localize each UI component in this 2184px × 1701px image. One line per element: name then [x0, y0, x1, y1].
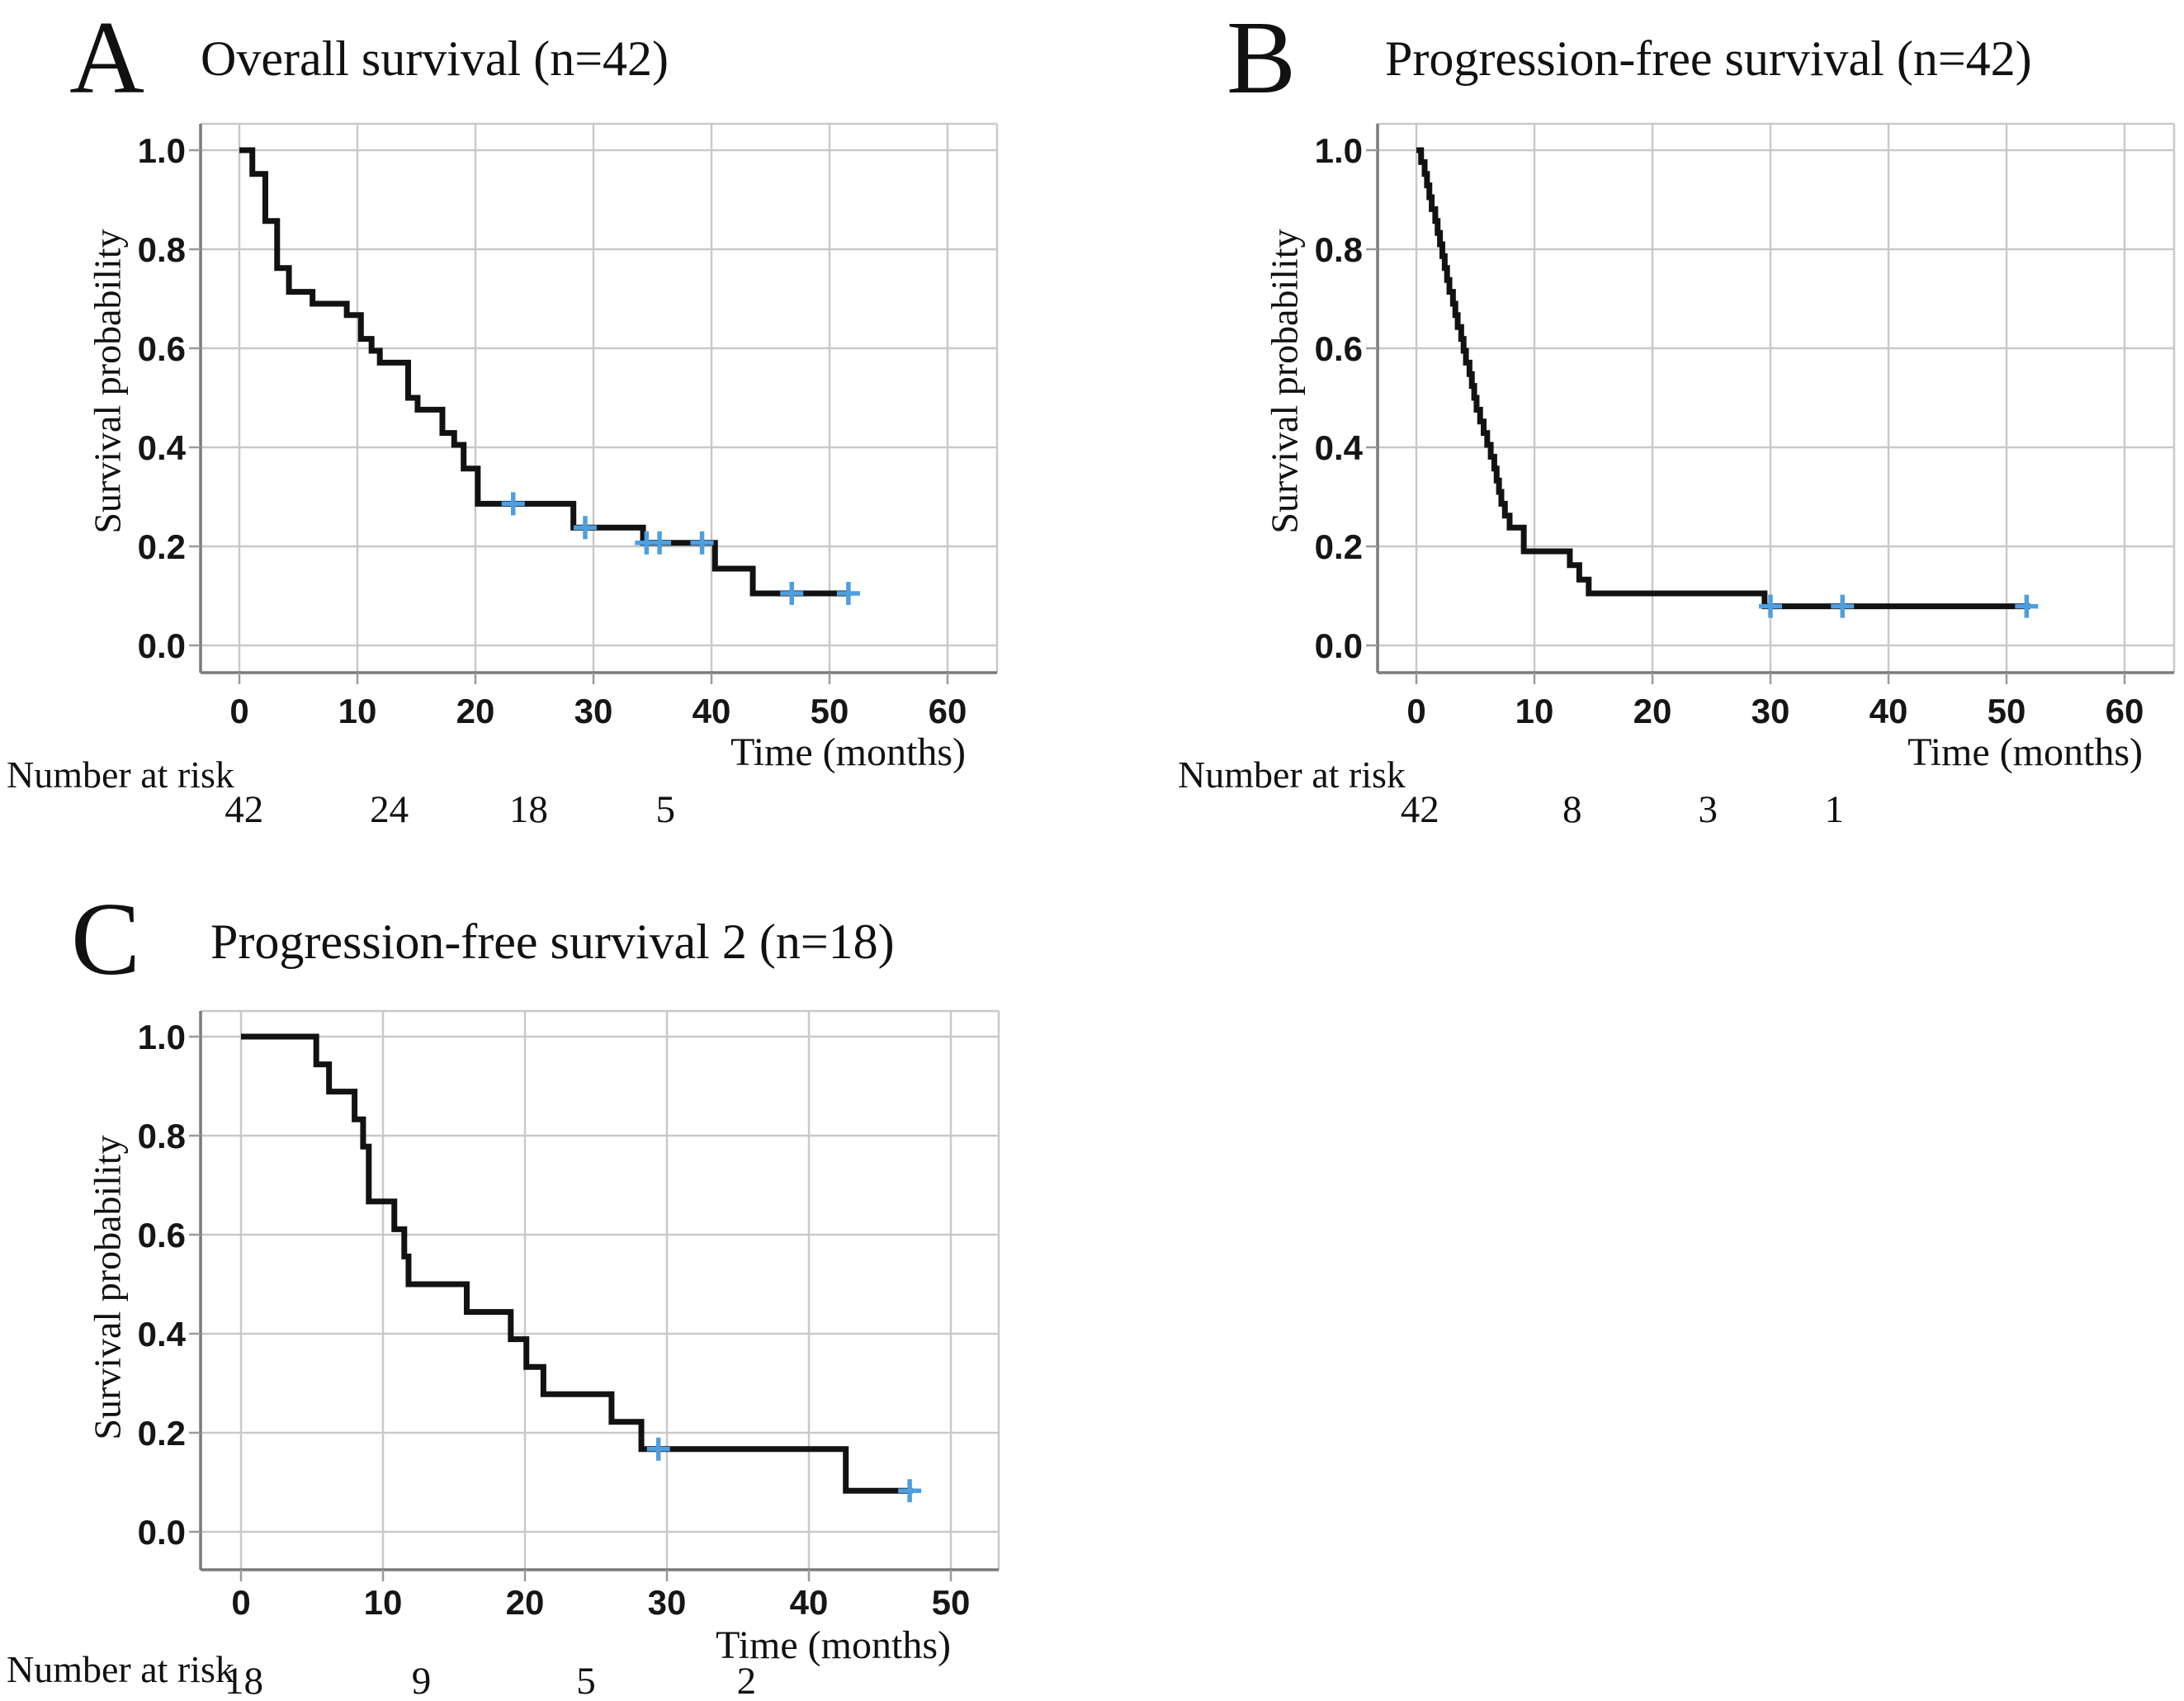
panel-b-x-tick-label: 10: [1515, 692, 1554, 730]
panel-b-y-tick-label: 1.0: [1315, 131, 1363, 170]
panel-c-risk-count: 2: [737, 1660, 757, 1701]
panel-c-risk-count: 9: [412, 1660, 432, 1701]
panel-a-risk-count: 5: [655, 788, 675, 831]
panel-a-risk-count: 18: [509, 788, 548, 831]
panel-a-y-tick-label: 0.6: [138, 329, 186, 368]
panel-a-y-tick-label: 1.0: [138, 131, 186, 170]
panel-c-x-tick-label: 40: [790, 1583, 829, 1622]
panel-b-y-tick-label: 0.0: [1315, 626, 1363, 665]
panel-a-y-axis-title: Survival probability: [86, 229, 129, 534]
panel-b-y-tick-label: 0.6: [1315, 329, 1363, 368]
panel-a-x-tick-label: 40: [693, 692, 731, 730]
panel-a-title: Overall survival (n=42): [201, 31, 669, 86]
panel-b-risk-count: 3: [1698, 788, 1718, 831]
panel-b-x-tick-label: 30: [1751, 692, 1790, 730]
panel-b-risk-count: 1: [1824, 788, 1844, 831]
panel-a-x-tick-label: 0: [229, 692, 248, 730]
panel-c-risk-count: 5: [576, 1660, 596, 1701]
panel-a-survival-curve: [239, 147, 851, 597]
panel-a-risk-count: 42: [225, 788, 263, 831]
panel-b-x-axis-title: Time (months): [1907, 730, 2143, 774]
panel-a-risk-count: 24: [370, 788, 409, 831]
panel-c-title: Progression-free survival 2 (n=18): [210, 914, 895, 969]
panel-a-number-at-risk-label: Number at risk: [7, 754, 234, 796]
panel-a-y-tick-label: 0.2: [138, 527, 186, 566]
panel-c-y-tick-label: 0.6: [138, 1216, 186, 1254]
panel-a-letter: A: [69, 1, 144, 116]
panel-c-x-tick-label: 30: [648, 1583, 687, 1622]
panel-b-x-tick-label: 50: [1988, 692, 2026, 730]
panel-c-survival-curve: [241, 1033, 913, 1494]
panel-b-y-tick-label: 0.8: [1315, 230, 1363, 269]
panel-c-x-tick-label: 0: [231, 1583, 250, 1622]
panel-a-y-tick-label: 0.0: [138, 626, 186, 665]
panel-c-y-tick-label: 0.4: [138, 1315, 187, 1354]
panel-c-x-tick-label: 10: [364, 1583, 403, 1622]
panel-c-y-tick-label: 0.0: [138, 1513, 186, 1552]
panel-b-x-tick-label: 0: [1406, 692, 1425, 730]
panel-a-x-tick-label: 10: [338, 692, 377, 730]
panel-c-y-tick-label: 1.0: [138, 1018, 186, 1056]
panel-b-y-tick-label: 0.4: [1315, 428, 1364, 467]
panel-b-y-axis-title: Survival probability: [1263, 229, 1306, 534]
panel-c-x-axis-title: Time (months): [716, 1623, 951, 1667]
panel-b-x-tick-label: 20: [1633, 692, 1672, 730]
panel-a-y-tick-label: 0.4: [138, 428, 187, 467]
panel-c-number-at-risk-label: Number at risk: [7, 1648, 234, 1690]
panel-c-risk-count: 18: [225, 1660, 263, 1701]
panel-b-x-tick-label: 40: [1870, 692, 1908, 730]
panel-c-x-tick-label: 20: [506, 1583, 545, 1622]
panel-a-y-tick-label: 0.8: [138, 230, 186, 269]
panel-b-y-tick-label: 0.2: [1315, 527, 1363, 566]
panel-b-letter: B: [1227, 1, 1297, 116]
panel-b-title: Progression-free survival (n=42): [1385, 31, 2032, 86]
panel-b-x-tick-label: 60: [2106, 692, 2144, 730]
panel-b-number-at-risk-label: Number at risk: [1178, 754, 1406, 796]
panel-c-y-tick-label: 0.8: [138, 1117, 186, 1155]
panel-a-x-axis-title: Time (months): [730, 730, 966, 774]
panel-a-x-tick-label: 30: [574, 692, 613, 730]
panel-b-risk-count: 42: [1401, 788, 1439, 831]
panel-c-y-axis-title: Survival probability: [86, 1135, 129, 1440]
panel-a-x-tick-label: 20: [456, 692, 495, 730]
panel-a-x-tick-label: 60: [929, 692, 967, 730]
panel-c-y-tick-label: 0.2: [138, 1414, 186, 1453]
panel-c-x-tick-label: 50: [932, 1583, 971, 1622]
panel-c-letter: C: [71, 882, 141, 997]
panel-a-x-tick-label: 50: [811, 692, 849, 730]
panel-b-survival-curve: [1416, 147, 2030, 610]
panel-b-risk-count: 8: [1562, 788, 1582, 831]
